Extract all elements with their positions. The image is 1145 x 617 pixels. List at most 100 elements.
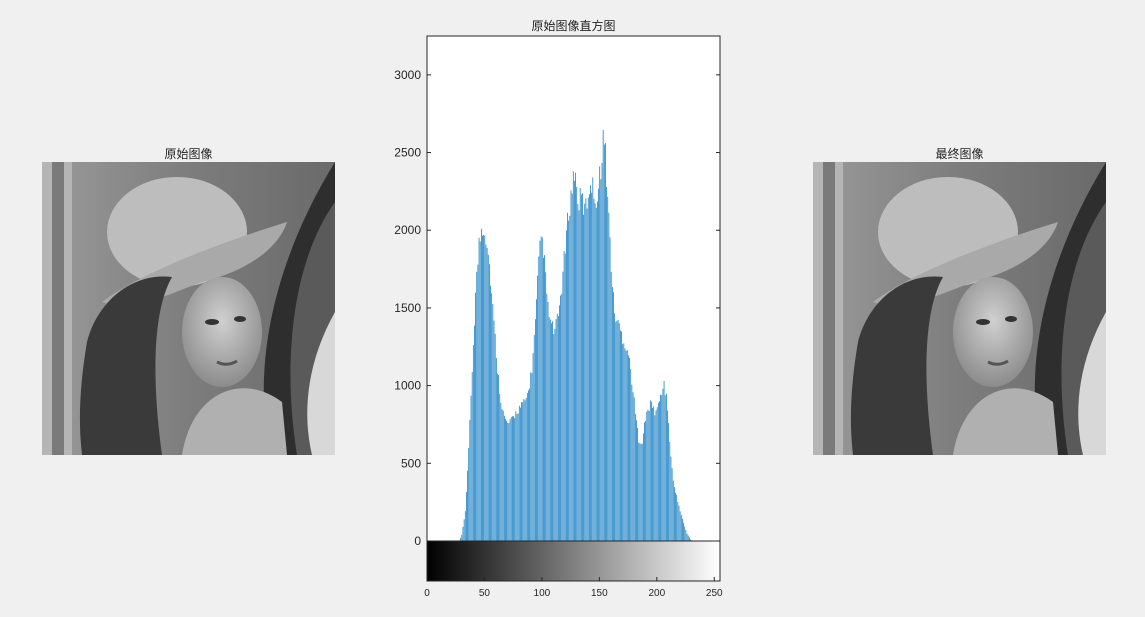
y-tick-label: 0 xyxy=(414,534,421,548)
histogram-bar xyxy=(651,401,652,541)
histogram-bar xyxy=(630,369,632,541)
histogram-bar xyxy=(536,299,537,541)
histogram-bar xyxy=(520,407,521,541)
histogram-bar xyxy=(525,397,527,541)
histogram-bar xyxy=(605,143,606,541)
histogram-bar xyxy=(670,456,672,541)
histogram-bar xyxy=(629,357,630,541)
histogram-bar xyxy=(672,480,674,541)
histogram-bar xyxy=(688,537,690,541)
histogram-bar xyxy=(640,443,642,541)
histogram-bar xyxy=(638,442,640,541)
histogram-bar xyxy=(686,533,688,541)
histogram-bar xyxy=(664,395,666,541)
y-tick-label: 1000 xyxy=(394,379,421,393)
histogram-bar xyxy=(687,535,689,541)
histogram-bar xyxy=(641,443,643,541)
histogram-bar xyxy=(603,144,605,542)
histogram-bar xyxy=(586,208,588,541)
histogram-bar xyxy=(471,371,473,541)
histogram-bar xyxy=(584,203,586,542)
x-tick-label: 200 xyxy=(648,588,665,599)
histogram-bar xyxy=(663,380,665,541)
histogram-bars xyxy=(460,129,692,542)
histogram-bar xyxy=(560,295,561,541)
histogram-bar xyxy=(617,320,619,541)
histogram-bar xyxy=(576,186,578,541)
histogram-bar xyxy=(567,212,568,541)
histogram-bar xyxy=(470,395,472,541)
histogram-bar xyxy=(592,177,594,541)
histogram-bar xyxy=(656,407,658,541)
histogram-bar xyxy=(599,166,601,542)
histogram-bar xyxy=(561,293,563,541)
histogram-bar xyxy=(613,292,614,541)
histogram-bar xyxy=(530,372,532,541)
histogram-bar xyxy=(652,407,653,541)
histogram-bar xyxy=(570,190,572,541)
right-image-title: 最终图像 xyxy=(935,147,984,161)
histogram-bar xyxy=(562,271,564,541)
histogram-bar xyxy=(621,331,622,541)
histogram-bar xyxy=(510,416,512,541)
histogram-bar xyxy=(501,409,503,541)
histogram-bar xyxy=(623,343,625,541)
histogram-bar xyxy=(478,237,480,541)
histogram-bar xyxy=(594,203,596,541)
histogram-bar xyxy=(529,388,530,541)
histogram-bar xyxy=(557,316,559,541)
histogram-bar xyxy=(533,335,535,541)
histogram-bar xyxy=(522,402,524,541)
x-tick-label: 50 xyxy=(479,588,491,599)
histogram-bar xyxy=(487,254,489,541)
histogram-bar xyxy=(633,397,635,541)
histogram-bar xyxy=(495,358,497,541)
histogram-bar xyxy=(577,203,579,542)
histogram-bar xyxy=(479,241,481,542)
histogram-bar xyxy=(551,323,552,541)
histogram-bar xyxy=(578,210,580,542)
histogram-bar xyxy=(566,230,567,541)
x-tick-label: 0 xyxy=(424,588,430,599)
histogram-bar xyxy=(622,344,624,541)
histogram-bar xyxy=(523,398,525,541)
histogram-bar xyxy=(661,395,663,541)
histogram-bar xyxy=(665,393,667,541)
histogram-bar xyxy=(476,271,478,541)
histogram-bar xyxy=(531,373,533,541)
x-tick-label: 250 xyxy=(706,588,723,599)
histogram-bar xyxy=(624,348,626,541)
histogram-bar xyxy=(655,410,657,541)
histogram-bar xyxy=(668,423,670,541)
histogram-bar xyxy=(593,198,595,542)
left-image-title: 原始图像 xyxy=(164,147,213,161)
histogram-bar xyxy=(549,319,551,541)
histogram-bar xyxy=(643,433,644,541)
y-tick-label: 3000 xyxy=(394,68,421,82)
histogram-bar xyxy=(659,401,660,541)
histogram-bar xyxy=(675,492,676,541)
histogram-bar xyxy=(508,423,510,541)
histogram-bar xyxy=(646,411,648,541)
histogram-bar xyxy=(507,422,509,541)
histogram-bar xyxy=(469,419,471,541)
original-image xyxy=(42,162,335,455)
histogram-bar xyxy=(683,522,684,541)
histogram-bar xyxy=(541,237,543,541)
histogram-bar xyxy=(494,333,496,541)
histogram-bar xyxy=(467,470,468,541)
histogram-bar xyxy=(653,406,655,541)
histogram-bar xyxy=(585,198,587,542)
histogram-bar xyxy=(559,305,560,541)
histogram-bar xyxy=(676,494,678,541)
histogram-bar xyxy=(499,393,501,541)
histogram-bar xyxy=(463,519,465,541)
histogram-bar xyxy=(591,192,593,542)
histogram-bar xyxy=(615,321,617,541)
histogram-bar xyxy=(552,321,553,541)
histogram-bar xyxy=(600,179,602,541)
histogram-bar xyxy=(486,247,488,542)
histogram-bar xyxy=(589,194,590,542)
histogram-bar xyxy=(563,251,565,541)
histogram-bar xyxy=(477,264,479,541)
